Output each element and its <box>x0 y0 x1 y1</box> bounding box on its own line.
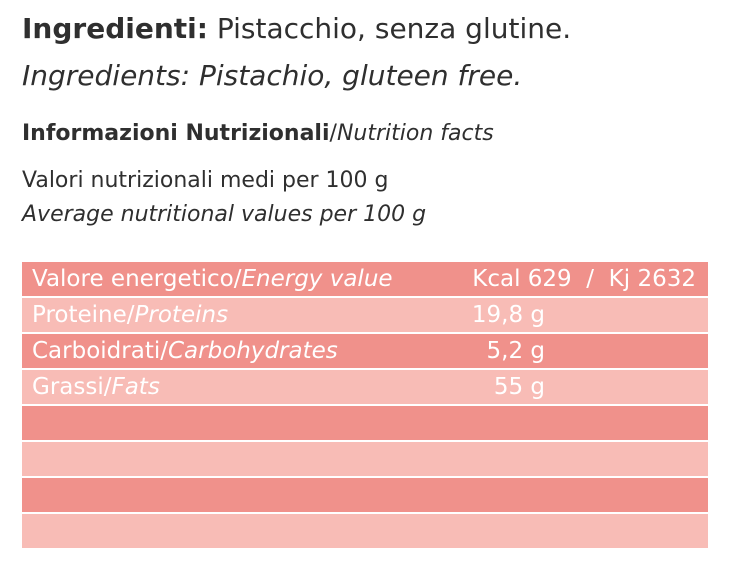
ingredients-english: Ingredients: Pistachio, gluteen free. <box>22 59 523 92</box>
nutrition-title: Informazioni Nutrizionali/Nutrition fact… <box>22 119 494 149</box>
row-label-italian: Valore energetico/ <box>32 266 242 292</box>
row-label-english: Proteins <box>134 302 229 328</box>
table-row-empty <box>22 442 708 478</box>
table-row-fats: Grassi/Fats 55 g <box>22 370 708 406</box>
nutrition-table: Valore energetico/Energy value Kcal 629 … <box>22 262 708 550</box>
row-label-italian: Grassi/ <box>32 374 112 400</box>
row-label-italian: Carboidrati/ <box>32 338 168 364</box>
row-label: Grassi/Fats <box>32 370 160 404</box>
row-label-english: Energy value <box>241 266 393 292</box>
table-row-carbohydrates: Carboidrati/Carbohydrates 5,2 g <box>22 334 708 370</box>
row-label-italian: Proteine/ <box>32 302 135 328</box>
average-values-english: Average nutritional values per 100 g <box>22 202 427 227</box>
table-row-empty <box>22 478 708 514</box>
row-label: Proteine/Proteins <box>32 298 228 332</box>
nutrition-title-separator: / <box>329 121 337 146</box>
row-label: Carboidrati/Carbohydrates <box>32 334 338 368</box>
average-values-italian: Valori nutrizionali medi per 100 g <box>22 168 389 193</box>
nutrition-title-english: Nutrition facts <box>336 121 494 146</box>
row-label-english: Fats <box>111 374 160 400</box>
row-value: 19,8 g <box>471 302 545 328</box>
row-value: 5,2 g <box>486 338 546 364</box>
nutrition-title-italian: Informazioni Nutrizionali <box>22 121 330 146</box>
table-row-empty <box>22 406 708 442</box>
ingredients-italian: Ingredienti: Pistacchio, senza glutine. <box>22 12 571 46</box>
row-value: 55 g <box>493 374 545 400</box>
table-row-proteins: Proteine/Proteins 19,8 g <box>22 298 708 334</box>
ingredients-text-italian: Pistacchio, senza glutine. <box>207 12 572 45</box>
table-row-empty <box>22 514 708 550</box>
row-label-english: Carbohydrates <box>167 338 338 364</box>
row-label: Valore energetico/Energy value <box>32 262 393 296</box>
ingredients-label: Ingredienti: <box>22 12 208 45</box>
row-value: Kcal 629 / Kj 2632 <box>472 266 696 292</box>
table-row-energy: Valore energetico/Energy value Kcal 629 … <box>22 262 708 298</box>
